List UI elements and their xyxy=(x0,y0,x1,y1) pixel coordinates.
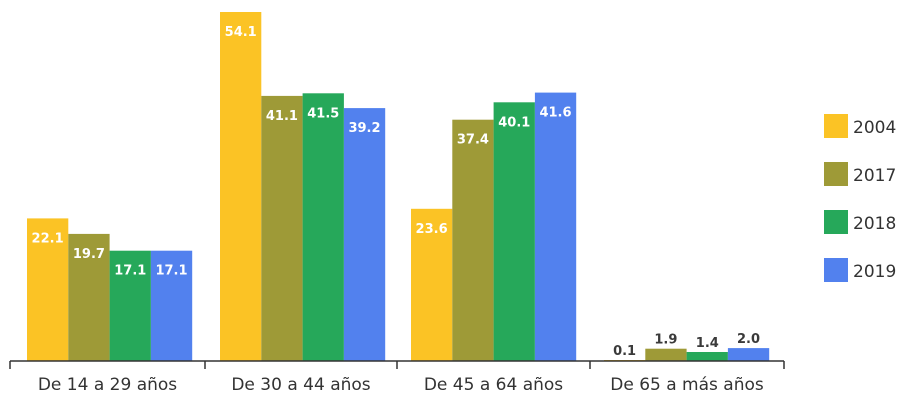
value-label-2019-3: 41.6 xyxy=(539,106,571,121)
bar-2018-3 xyxy=(494,102,535,361)
bar-2017-2 xyxy=(261,96,302,361)
bar-2017-3 xyxy=(452,120,493,361)
x-tick-label-1: De 14 a 29 años xyxy=(38,375,177,393)
value-label-2004-2: 54.1 xyxy=(225,25,257,40)
bar-2019-3 xyxy=(535,93,576,361)
value-label-2018-3: 40.1 xyxy=(498,115,530,130)
value-label-2004-1: 22.1 xyxy=(32,231,64,246)
value-label-2017-3: 37.4 xyxy=(457,133,489,148)
x-tick-label-3: De 45 a 64 años xyxy=(424,375,563,393)
legend-label-2004: 2004 xyxy=(853,118,896,138)
value-label-2019-4: 2.0 xyxy=(737,332,760,347)
bar-2004-2 xyxy=(220,12,261,361)
value-label-2018-4: 1.4 xyxy=(696,336,719,351)
legend: 2004 2017 2018 2019 xyxy=(824,114,896,282)
x-axis: De 14 a 29 años De 30 a 44 años De 45 a 64… xyxy=(10,361,784,393)
value-label-2017-1: 19.7 xyxy=(73,247,105,262)
bar-2017-4 xyxy=(645,349,686,361)
legend-swatch-2019 xyxy=(824,258,848,282)
x-tick-label-4: De 65 a más años xyxy=(610,375,764,393)
value-label-2019-2: 39.2 xyxy=(348,121,380,136)
x-tick-label-2: De 30 a 44 años xyxy=(231,375,370,393)
value-label-2017-2: 41.1 xyxy=(266,109,298,124)
legend-label-2019: 2019 xyxy=(853,262,896,282)
value-label-2018-2: 41.5 xyxy=(307,106,339,121)
legend-label-2017: 2017 xyxy=(853,166,896,186)
value-label-2018-1: 17.1 xyxy=(114,264,146,279)
bar-2019-4 xyxy=(728,348,769,361)
bar-2018-2 xyxy=(303,93,344,361)
bar-2019-2 xyxy=(344,108,385,361)
bar-2018-4 xyxy=(687,352,728,361)
legend-swatch-2017 xyxy=(824,162,848,186)
value-label-2017-4: 1.9 xyxy=(654,333,677,348)
value-label-2004-4: 0.1 xyxy=(613,344,636,359)
bars-layer xyxy=(27,12,769,361)
legend-swatch-2004 xyxy=(824,114,848,138)
value-label-2004-3: 23.6 xyxy=(416,222,448,237)
legend-swatch-2018 xyxy=(824,210,848,234)
legend-label-2018: 2018 xyxy=(853,214,896,234)
value-label-2019-1: 17.1 xyxy=(155,264,187,279)
